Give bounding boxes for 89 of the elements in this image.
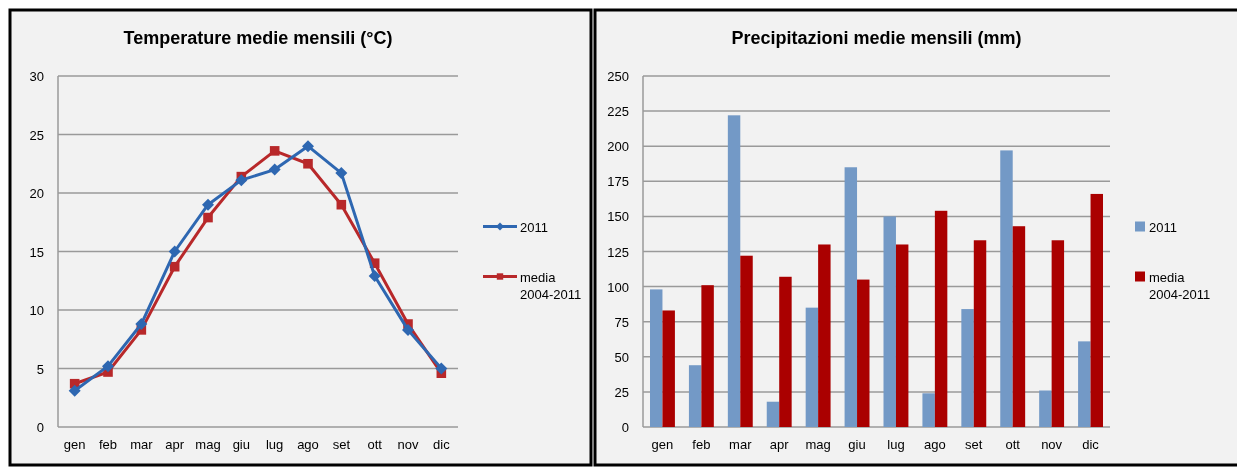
y-tick-label: 20 xyxy=(29,186,44,201)
x-tick-label: set xyxy=(332,437,351,452)
x-tick-label: dic xyxy=(1082,437,1100,452)
y-tick-label: 200 xyxy=(607,139,629,155)
x-tick-label: giu xyxy=(232,437,251,452)
bar xyxy=(701,285,714,427)
bar xyxy=(1039,390,1052,427)
bar xyxy=(857,279,870,427)
x-tick-label: lug xyxy=(265,437,284,452)
bar xyxy=(766,401,780,427)
bar xyxy=(779,276,792,427)
x-tick-label: ott xyxy=(367,437,383,452)
x-tick-label: mar xyxy=(729,437,753,452)
point xyxy=(368,270,381,283)
y-tick-label: 75 xyxy=(614,314,629,330)
x-tick-label: nov xyxy=(397,437,419,452)
point xyxy=(202,198,214,211)
y-tick-label: 175 xyxy=(607,174,629,190)
bar xyxy=(818,244,831,427)
y-tick-label: 10 xyxy=(29,303,44,318)
x-tick-label: set xyxy=(965,437,983,452)
x-tick-label: nov xyxy=(1041,437,1063,452)
y-tick-label: 250 xyxy=(607,69,629,84)
x-tick-label: ago xyxy=(924,437,946,452)
y-tick-label: 100 xyxy=(607,279,629,295)
point xyxy=(435,362,448,375)
y-tick-label: 15 xyxy=(29,244,44,260)
legend-label: 2011 xyxy=(1149,219,1177,235)
chart-title: Temperature medie mensili (°C) xyxy=(123,28,393,48)
x-tick-label: gen xyxy=(63,437,86,452)
point xyxy=(335,167,348,180)
bar xyxy=(650,289,663,427)
point xyxy=(102,360,114,373)
x-tick-label: giu xyxy=(848,437,866,452)
y-tick-label: 225 xyxy=(607,104,629,120)
bar xyxy=(1000,150,1013,427)
point xyxy=(203,212,213,223)
y-tick-label: 5 xyxy=(36,361,44,377)
bar xyxy=(662,310,675,427)
point xyxy=(68,384,81,397)
x-tick-label: feb xyxy=(692,437,711,452)
bar xyxy=(740,255,753,427)
point xyxy=(402,323,414,336)
y-tick-label: 125 xyxy=(607,244,629,260)
bar xyxy=(805,307,819,427)
y-tick-label: 0 xyxy=(621,420,629,435)
x-tick-label: mag xyxy=(805,437,831,452)
x-tick-label: ott xyxy=(1005,437,1021,452)
point xyxy=(303,158,313,169)
x-tick-label: apr xyxy=(165,437,185,452)
bar xyxy=(1090,193,1103,427)
y-tick-label: 25 xyxy=(614,384,629,400)
y-tick-label: 0 xyxy=(36,420,44,435)
bar xyxy=(1051,240,1065,427)
bar xyxy=(1012,226,1026,427)
point xyxy=(168,245,181,258)
x-tick-label: apr xyxy=(769,437,790,452)
bar xyxy=(973,240,987,427)
point xyxy=(269,146,280,156)
x-tick-label: dic xyxy=(433,437,451,452)
legend-label: media 2004-2011 xyxy=(520,269,582,302)
x-tick-label: mag xyxy=(195,437,221,452)
point xyxy=(268,163,281,176)
x-tick-label: lug xyxy=(887,437,905,452)
bar xyxy=(727,115,741,427)
y-tick-label: 25 xyxy=(29,127,44,143)
chart-title: Precipitazioni medie mensili (mm) xyxy=(731,28,1022,48)
legend-label: 2011 xyxy=(520,219,548,235)
bar xyxy=(883,216,896,427)
point xyxy=(169,261,180,272)
bar xyxy=(688,365,702,427)
bar xyxy=(922,393,935,427)
bar xyxy=(895,244,909,427)
x-tick-label: ago xyxy=(297,437,319,452)
x-tick-label: gen xyxy=(651,437,674,452)
bar xyxy=(961,309,974,427)
legend-label: media 2004-2011 xyxy=(1149,269,1211,302)
bar xyxy=(1078,341,1091,427)
point xyxy=(302,140,314,153)
point xyxy=(336,199,347,210)
x-tick-label: mar xyxy=(130,437,154,452)
y-tick-label: 150 xyxy=(607,209,629,225)
bar xyxy=(934,210,948,427)
bar xyxy=(844,167,858,427)
point xyxy=(135,318,148,331)
point xyxy=(235,174,248,187)
x-tick-label: feb xyxy=(98,437,118,452)
y-tick-label: 50 xyxy=(614,349,629,365)
y-tick-label: 30 xyxy=(29,69,44,84)
